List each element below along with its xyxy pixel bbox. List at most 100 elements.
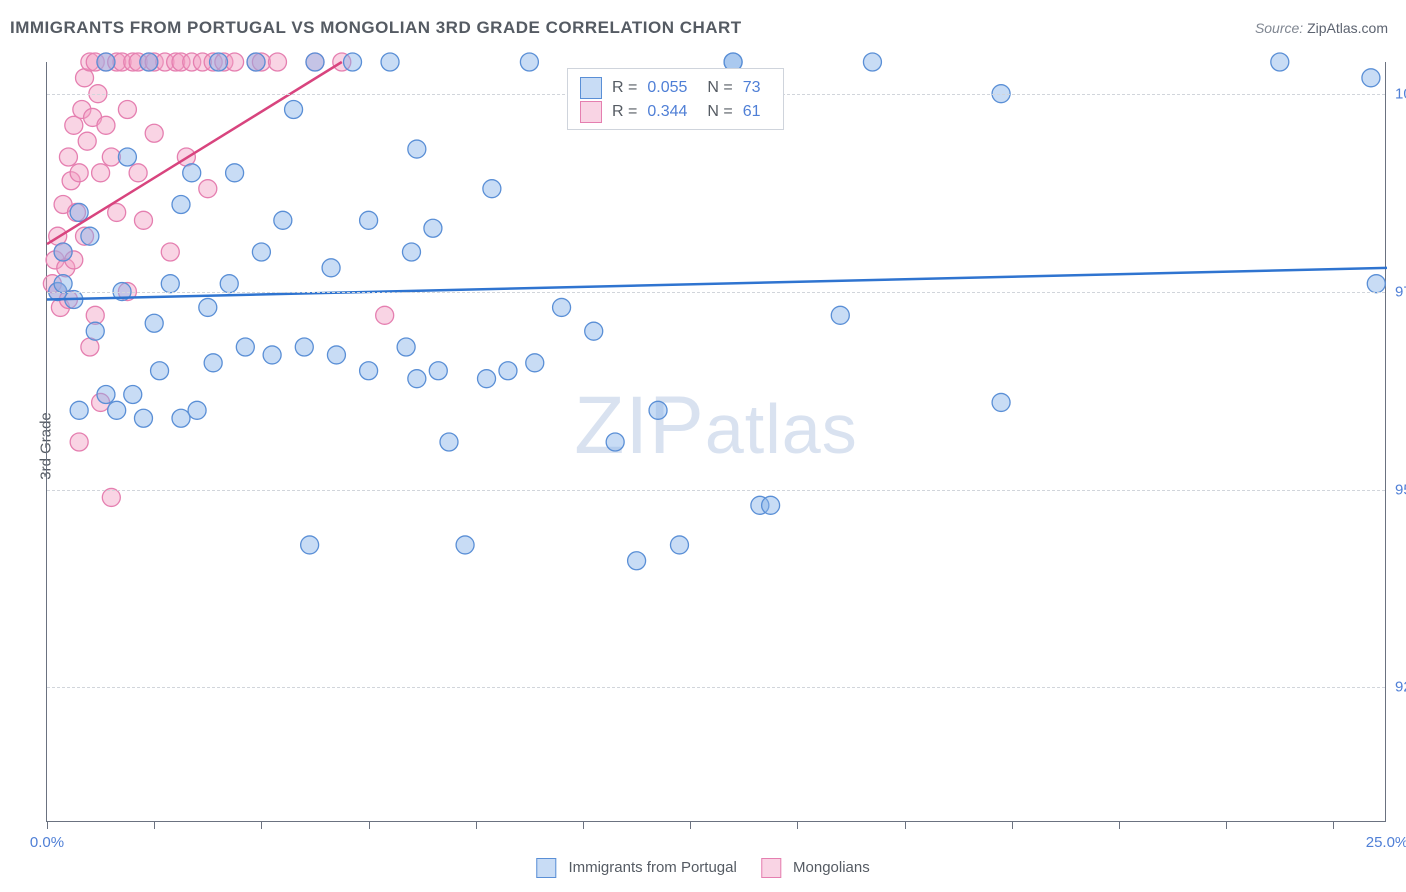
data-point [70,433,88,451]
data-point [97,386,115,404]
data-point [306,53,324,71]
data-point [247,53,265,71]
data-point [360,211,378,229]
x-tick [369,821,370,829]
legend-label-mongolians: Mongolians [793,859,870,876]
data-point [172,196,190,214]
chart-svg [47,62,1385,821]
legend-swatch-mongolians [761,858,781,878]
data-point [210,53,228,71]
data-point [440,433,458,451]
data-point [102,148,120,166]
data-point [134,409,152,427]
data-point [992,393,1010,411]
data-point [118,148,136,166]
plot-area: ZIPatlas 92.5%95.0%97.5%100.0%0.0%25.0%R… [46,62,1386,822]
stat-n-value: 61 [743,103,771,121]
stat-row: R =0.344N =61 [580,101,771,123]
data-point [499,362,517,380]
data-point [327,346,345,364]
data-point [86,322,104,340]
stat-r-label: R = [612,79,637,97]
chart-title: IMMIGRANTS FROM PORTUGAL VS MONGOLIAN 3R… [10,18,742,38]
data-point [424,219,442,237]
data-point [54,243,72,261]
data-point [145,124,163,142]
x-tick [47,821,48,829]
data-point [188,401,206,419]
x-tick [583,821,584,829]
stat-n-label: N = [707,103,732,121]
data-point [220,275,238,293]
data-point [483,180,501,198]
data-point [408,370,426,388]
source-label: Source: [1255,20,1303,36]
data-point [520,53,538,71]
x-tick [797,821,798,829]
stat-swatch [580,101,602,123]
data-point [161,243,179,261]
legend-item-mongolians: Mongolians [761,858,870,878]
data-point [285,101,303,119]
y-tick-label: 100.0% [1395,85,1406,102]
data-point [649,401,667,419]
data-point [70,401,88,419]
data-point [129,164,147,182]
source-value: ZipAtlas.com [1307,20,1388,36]
x-tick [476,821,477,829]
data-point [199,180,217,198]
data-point [762,496,780,514]
data-point [863,53,881,71]
data-point [526,354,544,372]
stat-n-label: N = [707,79,732,97]
data-point [670,536,688,554]
trend-line [47,268,1387,300]
data-point [65,116,83,134]
legend-item-portugal: Immigrants from Portugal [536,858,737,878]
x-tick [1226,821,1227,829]
data-point [145,314,163,332]
x-tick [261,821,262,829]
stat-swatch [580,77,602,99]
data-point [236,338,254,356]
x-tick [1333,821,1334,829]
data-point [161,275,179,293]
x-tick [690,821,691,829]
data-point [429,362,447,380]
data-point [456,536,474,554]
data-point [78,132,96,150]
data-point [118,101,136,119]
data-point [81,227,99,245]
data-point [92,164,110,182]
data-point [70,203,88,221]
data-point [108,401,126,419]
data-point [381,53,399,71]
source-attribution: Source: ZipAtlas.com [1255,20,1388,36]
data-point [172,409,190,427]
data-point [183,164,201,182]
data-point [102,488,120,506]
data-point [226,164,244,182]
data-point [606,433,624,451]
stat-r-value: 0.055 [647,79,697,97]
gridline [47,687,1385,688]
gridline [47,490,1385,491]
stat-legend: R =0.055N =73R =0.344N =61 [567,68,784,130]
data-point [344,53,362,71]
legend-swatch-portugal [536,858,556,878]
data-point [54,275,72,293]
data-point [124,386,142,404]
gridline [47,292,1385,293]
data-point [585,322,603,340]
x-tick-label: 0.0% [30,834,64,851]
data-point [199,298,217,316]
data-point [252,243,270,261]
y-tick-label: 92.5% [1395,679,1406,696]
data-point [268,53,286,71]
data-point [376,306,394,324]
data-point [97,116,115,134]
x-tick-label: 25.0% [1366,834,1406,851]
data-point [397,338,415,356]
stat-r-value: 0.344 [647,103,697,121]
data-point [360,362,378,380]
